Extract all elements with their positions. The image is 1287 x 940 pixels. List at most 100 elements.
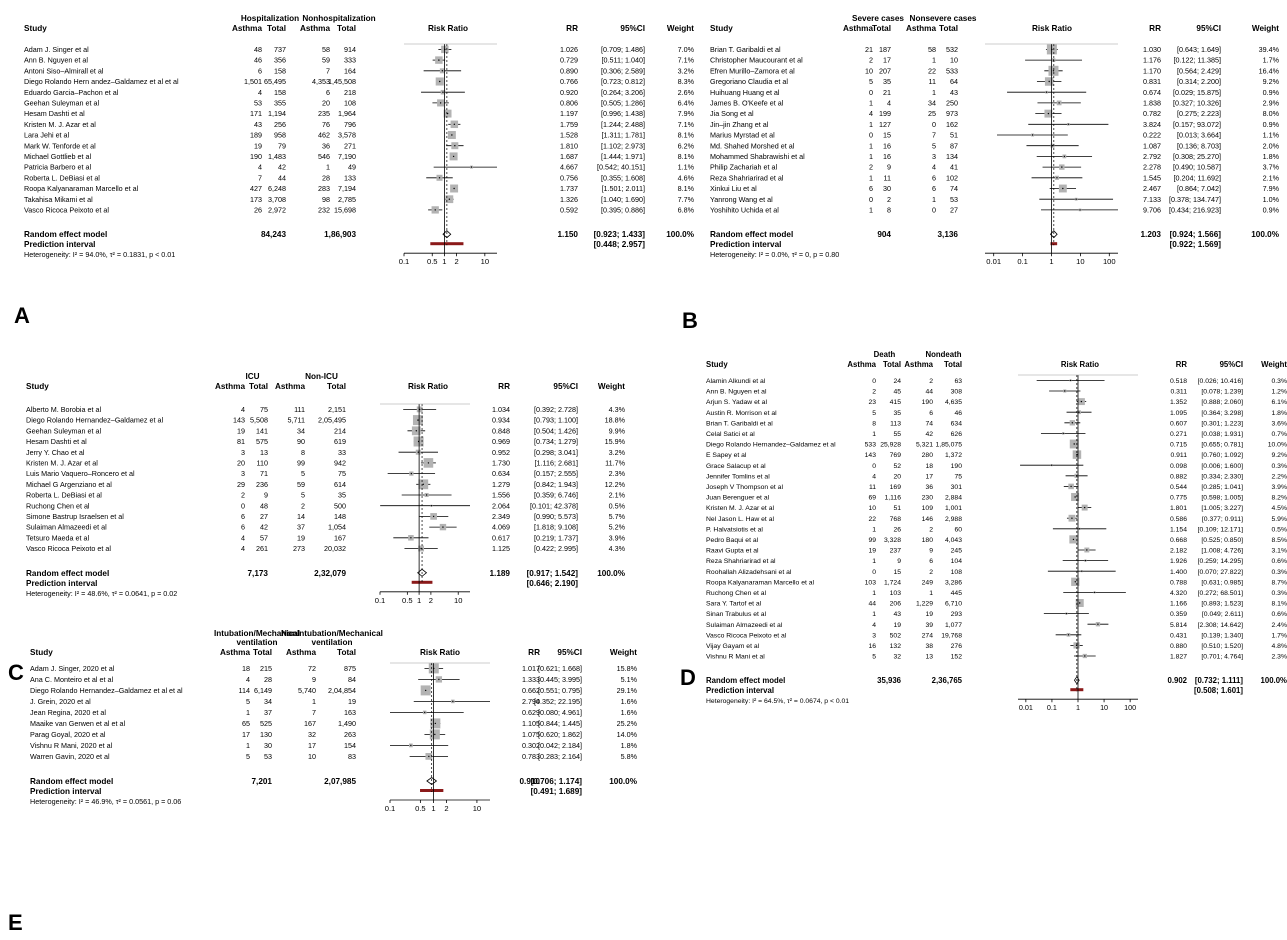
events-control: 17 xyxy=(925,473,933,480)
study-name: Yanrong Wang et al xyxy=(710,195,773,204)
events-control: 76 xyxy=(322,120,330,129)
study-name: Ruchong Chen et al xyxy=(26,501,90,510)
events-exposed: 6 xyxy=(241,512,245,521)
total-exposed: 1,116 xyxy=(884,495,901,502)
study-row: Jerry Y. Chao et al 3 13 8 33 0.952 [0.298; 3.… xyxy=(26,448,626,457)
total-control: 533 xyxy=(946,66,958,75)
point-estimate xyxy=(1050,464,1053,466)
ci-value: [1.008; 4.726] xyxy=(1201,548,1243,555)
total-exposed: 6,149 xyxy=(254,686,272,695)
ci-value: [0.510; 1.520] xyxy=(1201,643,1243,650)
total-exposed: 206 xyxy=(890,601,902,608)
weight-value: 2.0% xyxy=(1263,141,1280,150)
weight-value: 8.1% xyxy=(678,131,695,140)
x-tick-label: 10 xyxy=(473,804,481,813)
heterogeneity-text: Heterogeneity: I² = 0.0%, τ² = 0, p = 0.… xyxy=(710,250,839,259)
point-estimate xyxy=(1067,123,1070,126)
group-header-2: ventilation xyxy=(312,638,353,647)
point-estimate xyxy=(442,91,444,93)
study-row: Roohallah Alizadehsani et al 0 15 2 108 1.400… xyxy=(706,569,1287,576)
events-exposed: 4 xyxy=(258,88,262,97)
x-tick-label: 0.1 xyxy=(375,596,386,605)
total-exposed: 19 xyxy=(893,622,901,629)
total-exposed: 1,483 xyxy=(268,152,286,161)
total-exposed: 2,972 xyxy=(268,206,286,215)
events-control: 230 xyxy=(922,495,934,502)
weight-value: 0.6% xyxy=(1272,611,1287,618)
ci-value: [0.709; 1.486] xyxy=(601,45,645,54)
column-header-total-1: Total xyxy=(253,648,272,657)
point-estimate xyxy=(448,198,451,200)
rr-value: 1.170 xyxy=(1143,66,1161,75)
events-exposed: 19 xyxy=(237,426,245,435)
events-control: 99 xyxy=(297,459,305,468)
total-control: 3,578 xyxy=(338,131,356,140)
events-exposed: 1 xyxy=(872,526,876,533)
weight-value: 1.0% xyxy=(1263,195,1280,204)
rr-value: 1.545 xyxy=(1143,173,1161,182)
weight-value: 6.2% xyxy=(678,141,695,150)
events-exposed: 4 xyxy=(241,544,245,553)
events-exposed: 1,501 xyxy=(244,77,262,86)
total-exposed: 261 xyxy=(256,544,268,553)
rr-value: 0.518 xyxy=(1170,378,1187,385)
prediction-label: Prediction interval xyxy=(706,686,774,695)
weight-value: 2.6% xyxy=(678,88,695,97)
rr-value: 1.176 xyxy=(1143,56,1161,65)
total-control: 154 xyxy=(344,741,356,750)
weight-value: 4.6% xyxy=(678,173,695,182)
rr-value: 1.279 xyxy=(492,480,510,489)
total-control: 1,001 xyxy=(945,505,962,512)
ci-value: [0.029; 15.875] xyxy=(1173,88,1221,97)
study-name: Jia Song et al xyxy=(710,109,754,118)
total-exposed: 127 xyxy=(879,120,891,129)
weight-value: 2.1% xyxy=(609,491,626,500)
rr-value: 0.302 xyxy=(522,741,540,750)
events-exposed: 1 xyxy=(246,708,250,717)
events-exposed: 0 xyxy=(869,195,873,204)
point-estimate xyxy=(410,744,412,747)
events-exposed: 1 xyxy=(872,611,876,618)
column-header-study: Study xyxy=(30,648,53,657)
total-exposed: 8 xyxy=(887,206,891,215)
study-name: Roberta L. DeBiasi et al xyxy=(26,491,102,500)
x-tick-label: 0.1 xyxy=(399,257,410,266)
rr-value: 1.687 xyxy=(560,152,578,161)
prediction-label: Prediction interval xyxy=(710,240,781,249)
study-name: Roopa Kalyanaraman Marcello et al xyxy=(24,184,139,193)
column-header-rr: RR xyxy=(1149,24,1161,33)
total-control: 4,043 xyxy=(945,537,962,544)
study-row: Sinan Trabulus et al 1 43 19 293 0.359 [0.049;… xyxy=(706,611,1287,618)
weight-value: 11.7% xyxy=(605,459,625,468)
events-control: 5 xyxy=(301,469,305,478)
events-exposed: 5 xyxy=(872,410,876,417)
study-name: Marius Myrstad et al xyxy=(710,131,775,140)
model-ci: [0.732; 1.111] xyxy=(1195,676,1244,685)
total-control: 64 xyxy=(950,77,958,86)
study-row: Grace Salacup et al 0 52 18 190 0.098 [0.006; … xyxy=(706,463,1287,470)
ci-value: [0.434; 216.923] xyxy=(1169,206,1221,215)
study-name: Brian T. Garibaldi et al xyxy=(706,420,773,427)
events-control: 9 xyxy=(929,548,933,555)
events-control: 1 xyxy=(326,163,330,172)
ci-value: [0.298; 3.041] xyxy=(534,448,578,457)
total-exposed: 32 xyxy=(893,654,901,661)
weight-value: 5.1% xyxy=(621,675,638,684)
study-row: Adam J. Singer, 2020 et al 18 215 72 875 1.01… xyxy=(30,663,638,674)
model-weight: 100.0% xyxy=(666,230,694,239)
total-exposed: 52 xyxy=(893,463,901,470)
total-exposed: 21 xyxy=(883,88,891,97)
ci-value: [0.283; 2.164] xyxy=(538,752,582,761)
rr-value: 3.824 xyxy=(1143,120,1161,129)
x-tick-label: 2 xyxy=(454,257,458,266)
total-control: 152 xyxy=(951,654,963,661)
total-control: 614 xyxy=(334,480,346,489)
events-control: 273 xyxy=(293,544,305,553)
ci-value: [0.511; 1.040] xyxy=(602,56,645,65)
column-header-total-2: Total xyxy=(337,24,356,33)
rr-value: 0.880 xyxy=(1170,643,1187,650)
model-total-2: 3,136 xyxy=(938,230,959,239)
study-name: Sinan Trabulus et al xyxy=(706,611,767,618)
study-name: Ana C. Monteiro et al et al xyxy=(30,675,114,684)
